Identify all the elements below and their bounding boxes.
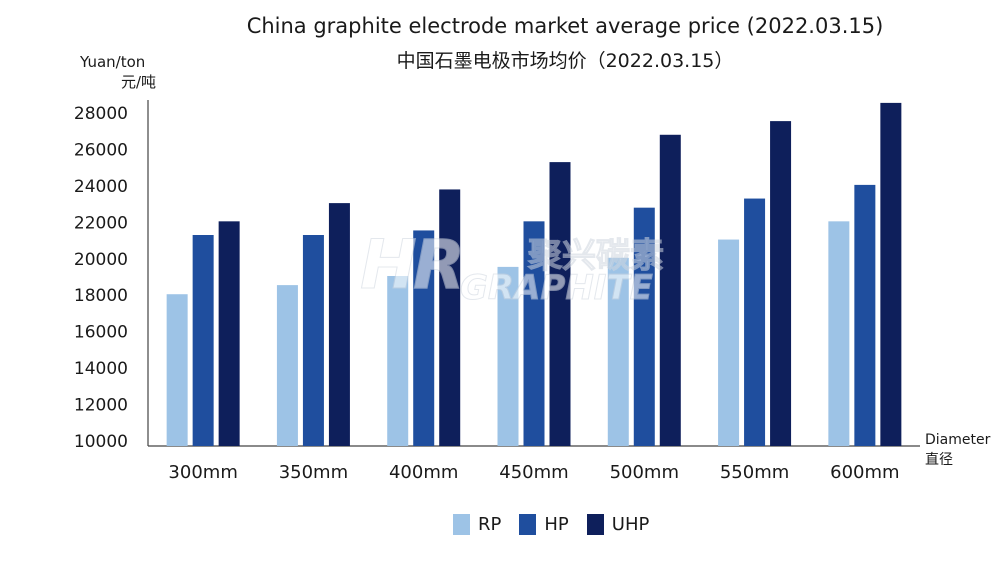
bar-rp-550mm [718,239,740,446]
y-axis-unit-cn: 元/吨 [120,73,156,91]
legend-swatch-rp [453,513,470,535]
legend-item-uhp: UHP [586,513,650,535]
legend-swatch-hp [519,513,537,535]
x-tick-label: 500mm [610,462,679,483]
x-axis-unit-en: Diameter [925,432,991,448]
x-tick-label: 350mm [279,462,348,483]
x-tick-label: 600mm [830,462,899,483]
bar-rp-400mm [387,276,409,446]
y-tick-label: 24000 [74,177,128,197]
bar-uhp-550mm [770,121,792,446]
bar-rp-350mm [276,285,298,446]
legend-label-hp: HP [544,513,569,535]
bar-hp-500mm [633,207,655,446]
bar-uhp-400mm [439,189,461,446]
y-tick-label: 20000 [74,250,128,270]
chart-title-cn: 中国石墨电极市场均价（2022.03.15） [396,50,734,72]
y-tick-label: 12000 [74,396,128,416]
y-axis-unit-en: Yuan/ton [80,53,146,71]
x-tick-label: 550mm [720,462,789,483]
bar-uhp-600mm [880,102,902,446]
legend-label-uhp: UHP [611,513,650,535]
bar-hp-550mm [744,198,766,446]
x-tick-label: 400mm [389,462,458,483]
legend-swatch-uhp [586,513,604,535]
legend-item-rp: RP [453,513,502,535]
x-tick-label: 450mm [499,462,568,483]
bar-hp-450mm [523,221,545,446]
bar-hp-350mm [302,235,324,446]
y-tick-label: 18000 [74,286,128,306]
y-tick-label: 22000 [74,213,128,233]
legend-label-rp: RP [478,513,502,535]
bar-uhp-350mm [328,203,350,446]
x-tick-label: 300mm [168,462,237,483]
bar-rp-500mm [607,257,629,446]
y-tick-label: 26000 [74,140,128,160]
bar-uhp-500mm [659,134,681,446]
legend: RP HP UHP [453,512,649,536]
bar-rp-600mm [828,221,850,446]
chart-title-en: China graphite electrode market average … [246,14,884,38]
bar-rp-450mm [497,266,519,446]
bar-rp-300mm [166,294,188,446]
y-axis-unit: Yuan/ton 元/吨 [80,52,160,92]
y-tick-label: 28000 [74,104,128,124]
legend-item-hp: HP [519,513,569,535]
y-tick-label: 16000 [74,323,128,343]
y-tick-label: 14000 [74,359,128,379]
bar-uhp-300mm [218,221,240,446]
bar-uhp-450mm [549,162,571,446]
x-axis-unit: Diameter 直径 [925,430,990,470]
bar-hp-300mm [192,235,214,446]
bar-hp-600mm [854,184,876,446]
x-axis-unit-cn: 直径 [925,452,953,468]
y-tick-label: 10000 [74,432,128,452]
bar-hp-400mm [413,230,435,446]
